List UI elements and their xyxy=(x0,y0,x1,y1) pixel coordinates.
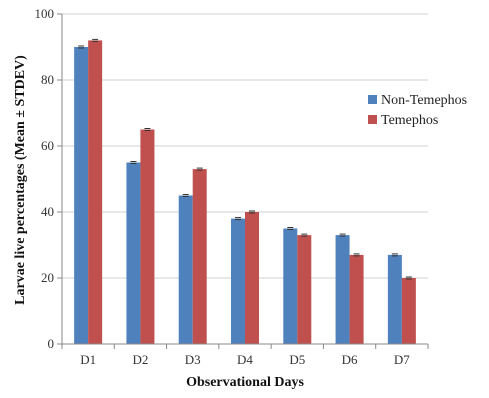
y-tick-label: 20 xyxy=(41,270,54,285)
bar-temephos-d4 xyxy=(245,212,259,344)
y-tick-label: 0 xyxy=(48,336,55,351)
axes xyxy=(61,14,428,345)
bars xyxy=(74,38,416,345)
y-tick-label: 40 xyxy=(41,204,54,219)
bar-non-temephos-d1 xyxy=(74,47,89,344)
y-tick-label: 60 xyxy=(41,138,54,153)
y-axis-title: Larvae live percentages (Mean ± STDEV) xyxy=(13,55,28,305)
legend-label-temephos: Temephos xyxy=(381,113,438,128)
y-tick-label: 100 xyxy=(35,6,55,21)
legend-swatch-temephos xyxy=(368,115,377,124)
bar-temephos-d3 xyxy=(192,169,207,344)
gridlines xyxy=(62,13,428,279)
legend-label-non-temephos: Non-Temephos xyxy=(381,93,467,108)
x-tick-label-d4: D4 xyxy=(237,352,253,367)
legend-swatch-non-temephos xyxy=(368,95,377,104)
bar-temephos-d6 xyxy=(349,254,364,344)
bar-non-temephos-d5 xyxy=(283,228,298,344)
bar-temephos-d7 xyxy=(401,278,416,344)
x-tick-labels: D1 D2 D3 D4 D5 D6 D7 xyxy=(61,344,429,367)
bar-non-temephos-d2 xyxy=(126,162,141,344)
y-tick-label: 80 xyxy=(41,72,54,87)
x-tick-label-d5: D5 xyxy=(289,352,305,367)
x-tick-label-d6: D6 xyxy=(342,352,358,367)
x-tick-label-d3: D3 xyxy=(185,352,201,367)
bar-temephos-d5 xyxy=(297,235,312,344)
bar-non-temephos-d7 xyxy=(387,254,402,344)
x-tick-label-d1: D1 xyxy=(80,352,96,367)
bar-non-temephos-d3 xyxy=(178,195,193,344)
x-axis-title: Observational Days xyxy=(186,375,304,390)
x-tick-label-d2: D2 xyxy=(132,352,148,367)
bar-temephos-d1 xyxy=(88,40,103,345)
bar-temephos-d2 xyxy=(140,129,155,344)
legend: Non-Temephos Temephos xyxy=(368,93,467,128)
y-tick-labels: 0 20 40 60 80 100 xyxy=(35,6,62,351)
bar-non-temephos-d6 xyxy=(335,235,350,344)
bar-non-temephos-d4 xyxy=(231,218,245,344)
x-tick-label-d7: D7 xyxy=(394,352,410,367)
